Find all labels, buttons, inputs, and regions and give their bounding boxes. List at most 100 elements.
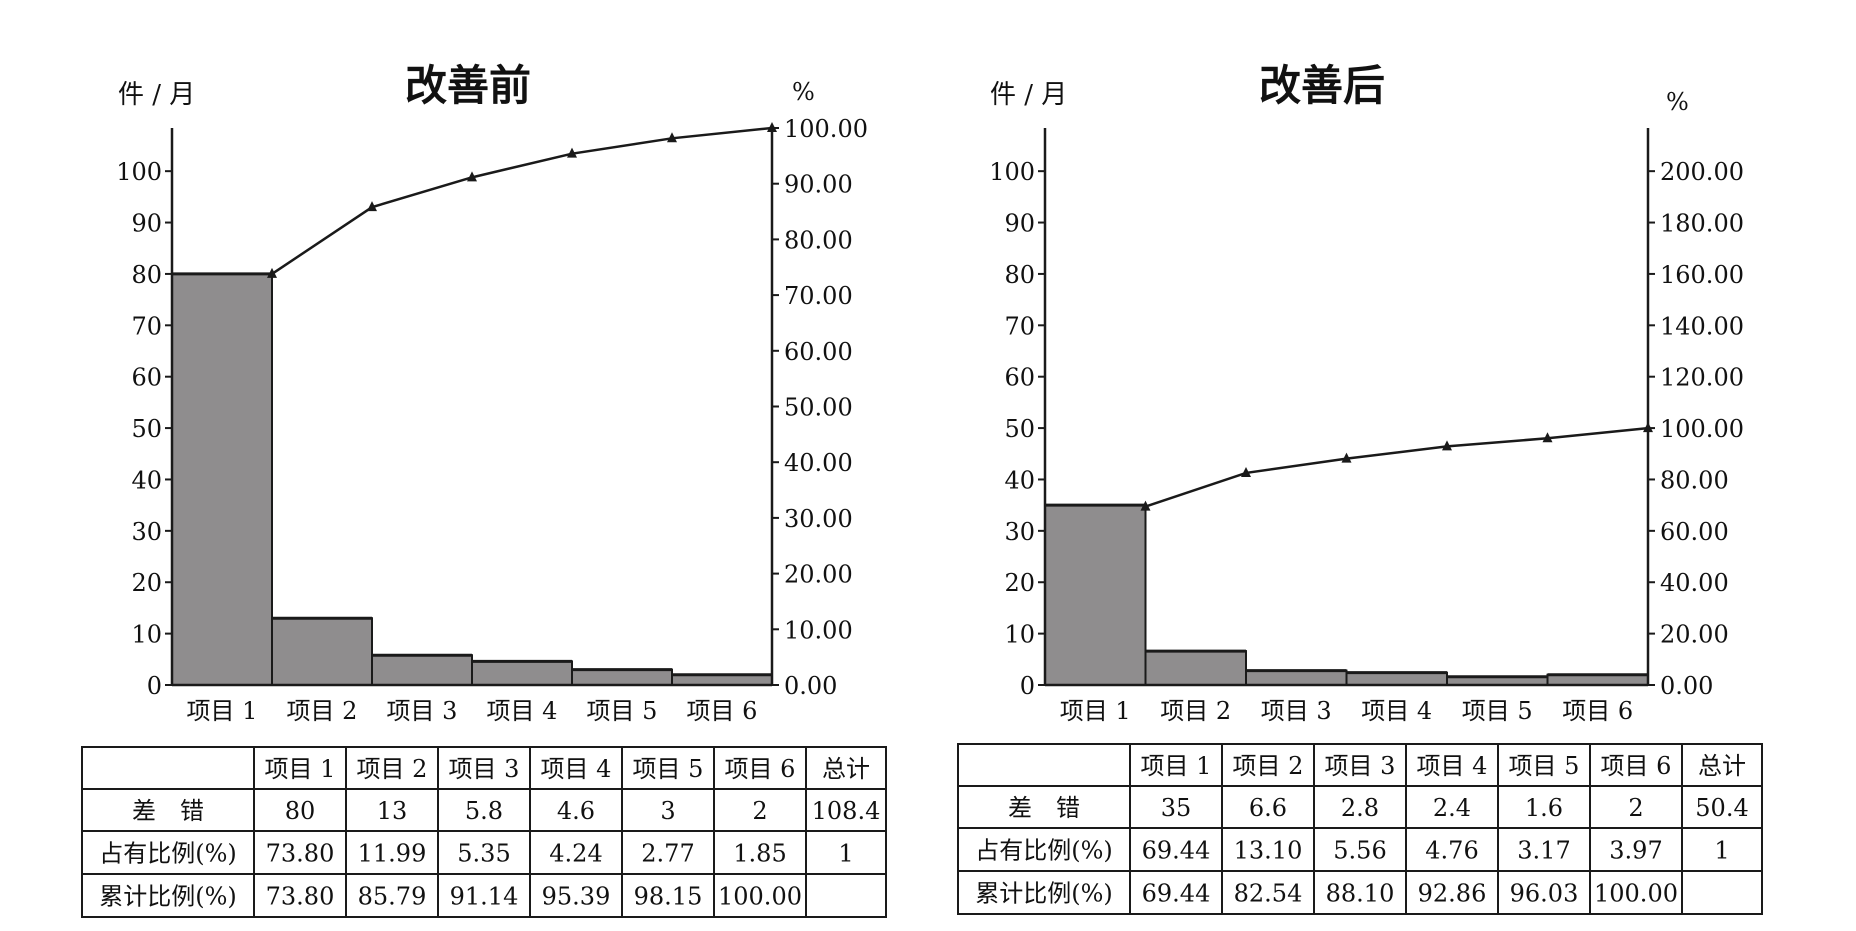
chart1-left-tick-label-5: 50 — [131, 415, 162, 443]
chart2-table-text-r1-c4: 2.4 — [1433, 794, 1471, 822]
chart1-cumulative-point-6 — [767, 122, 777, 132]
chart1-table-text-r1-c1: 80 — [285, 797, 316, 825]
chart1-bar-5 — [571, 668, 673, 687]
chart2-table-text-r0-c1: 项目 1 — [1141, 752, 1212, 780]
chart2-bar-4 — [1345, 671, 1448, 687]
chart2-right-tick-label-4: 80.00 — [1660, 466, 1729, 494]
chart1-table-text-r3-c3: 91.14 — [450, 883, 519, 911]
chart1-right-tick-label-0: 0.00 — [784, 672, 837, 700]
chart1-category-label-3: 项目 3 — [387, 697, 458, 725]
chart1-category-label-2: 项目 2 — [287, 697, 358, 725]
chart1-category-label-6: 项目 6 — [687, 697, 758, 725]
chart1-bar-2 — [271, 617, 373, 686]
chart1-cumulative-point-3 — [467, 171, 477, 182]
chart2-left-tick-label-1: 10 — [1004, 621, 1035, 649]
chart2-left-axis-label: 件 / 月 — [990, 80, 1067, 110]
chart1-cumulative-point-5 — [667, 132, 677, 143]
chart1-left-tick-label-2: 20 — [131, 569, 162, 597]
chart1-table-text-r0-c5: 项目 5 — [633, 755, 704, 783]
chart1-right-tick-label-5: 50.00 — [784, 394, 853, 422]
chart1-right-tick-label-4: 40.00 — [784, 449, 853, 477]
chart1-bar-1 — [171, 272, 273, 686]
chart2-right-tick-label-2: 40.00 — [1660, 569, 1729, 597]
chart1-left-tick-label-6: 60 — [131, 364, 162, 392]
chart1-table-text-r2-c4: 4.24 — [549, 840, 602, 868]
chart2-category-label-2: 项目 2 — [1160, 697, 1231, 725]
chart2-table-text-r1-c2: 6.6 — [1249, 794, 1287, 822]
chart2-table-text-r3-c0: 累计比例(%) — [975, 880, 1113, 908]
chart2-left-tick-label-9: 90 — [1004, 210, 1035, 238]
chart2-left-tick-label-5: 50 — [1004, 415, 1035, 443]
chart2-table-text-r2-c7: 1 — [1714, 837, 1729, 865]
chart1-table-text-r0-c7: 总计 — [822, 755, 870, 783]
chart2-left-tick-label-6: 60 — [1004, 364, 1035, 392]
chart1-table-text-r1-c0: 差 错 — [132, 797, 204, 825]
chart2-table-text-r3-c3: 88.10 — [1326, 880, 1395, 908]
chart2-right-tick-label-0: 0.00 — [1660, 672, 1713, 700]
chart2-table-text-r0-c5: 项目 5 — [1509, 752, 1580, 780]
chart1-table-text-r3-c2: 85.79 — [358, 883, 427, 911]
chart1-left-tick-label-3: 30 — [131, 518, 162, 546]
chart1-right-tick-label-8: 80.00 — [784, 226, 853, 254]
chart2-category-label-4: 项目 4 — [1361, 697, 1432, 725]
chart1-bar-3 — [371, 654, 473, 686]
chart1-category-label-4: 项目 4 — [487, 697, 558, 725]
chart1-table-text-r2-c7: 1 — [838, 840, 853, 868]
chart1-table-text-r2-c1: 73.80 — [266, 840, 335, 868]
chart2-left-tick-label-4: 40 — [1004, 466, 1035, 494]
chart2-right-tick-label-1: 20.00 — [1660, 621, 1729, 649]
chart1-right-tick-label-1: 10.00 — [784, 616, 853, 644]
chart1-table-text-r2-c0: 占有比例(%) — [99, 840, 237, 868]
chart1-table-text-r0-c3: 项目 3 — [449, 755, 520, 783]
chart2-right-tick-label-3: 60.00 — [1660, 518, 1729, 546]
chart2-table-text-r1-c3: 2.8 — [1341, 794, 1379, 822]
chart1-right-tick-label-9: 90.00 — [784, 171, 853, 199]
chart1-right-tick-label-7: 70.00 — [784, 282, 853, 310]
chart2-table-cell-r0-c0 — [957, 743, 1131, 787]
chart1-right-tick-label-10: 100.00 — [784, 115, 868, 143]
chart2-table-text-r1-c6: 2 — [1628, 794, 1643, 822]
chart1-left-axis-label: 件 / 月 — [118, 80, 195, 110]
chart2-left-tick-label-3: 30 — [1004, 518, 1035, 546]
chart2-cumulative-point-2 — [1241, 466, 1251, 477]
chart2-bar-1 — [1044, 504, 1147, 686]
chart2-category-label-1: 项目 1 — [1060, 697, 1131, 725]
chart2-right-tick-label-7: 140.00 — [1660, 312, 1744, 340]
chart2-right-tick-label-9: 180.00 — [1660, 210, 1744, 238]
chart1-left-tick-label-7: 70 — [131, 312, 162, 340]
chart2-cumulative-point-6 — [1643, 422, 1653, 433]
chart1-right-tick-label-2: 20.00 — [784, 561, 853, 589]
chart2-table-text-r3-c1: 69.44 — [1142, 880, 1211, 908]
chart1-left-tick-label-8: 80 — [131, 261, 162, 289]
chart1-cumulative-line — [271, 126, 773, 275]
chart2-cumulative-point-1 — [1140, 500, 1151, 511]
chart2-left-tick-label-8: 80 — [1004, 261, 1035, 289]
chart2-right-tick-label-5: 100.00 — [1660, 415, 1744, 443]
chart2-table-text-r2-c4: 4.76 — [1425, 837, 1478, 865]
chart2-right-axis-label: % — [1666, 88, 1689, 116]
chart1-table-text-r2-c3: 5.35 — [457, 840, 510, 868]
chart2-table-cell-r3-c7 — [1681, 870, 1763, 915]
chart1-table-text-r3-c1: 73.80 — [266, 883, 335, 911]
chart2-table-text-r0-c7: 总计 — [1698, 752, 1746, 780]
chart1-right-axis-label: % — [792, 78, 815, 106]
chart1-table-text-r0-c1: 项目 1 — [265, 755, 336, 783]
chart1-cumulative-point-4 — [567, 147, 577, 158]
chart2-table-text-r3-c5: 96.03 — [1510, 880, 1579, 908]
chart2-table-text-r1-c7: 50.4 — [1695, 794, 1748, 822]
chart2-left-tick-label-7: 70 — [1004, 312, 1035, 340]
chart1-title: 改善前 — [405, 61, 531, 110]
chart2-cumulative-line — [1145, 426, 1649, 508]
chart2-left-tick-label-2: 20 — [1004, 569, 1035, 597]
chart2-table-text-r3-c6: 100.00 — [1594, 880, 1678, 908]
chart2-table-text-r0-c3: 项目 3 — [1325, 752, 1396, 780]
chart1-right-tick-label-6: 60.00 — [784, 338, 853, 366]
chart2-table-text-r2-c1: 69.44 — [1142, 837, 1211, 865]
chart2-right-tick-label-10: 200.00 — [1660, 158, 1744, 186]
chart1-table-text-r3-c4: 95.39 — [542, 883, 611, 911]
chart1-table-text-r1-c7: 108.4 — [812, 797, 881, 825]
chart2-category-label-6: 项目 6 — [1562, 697, 1633, 725]
chart1-left-tick-label-4: 40 — [131, 466, 162, 494]
